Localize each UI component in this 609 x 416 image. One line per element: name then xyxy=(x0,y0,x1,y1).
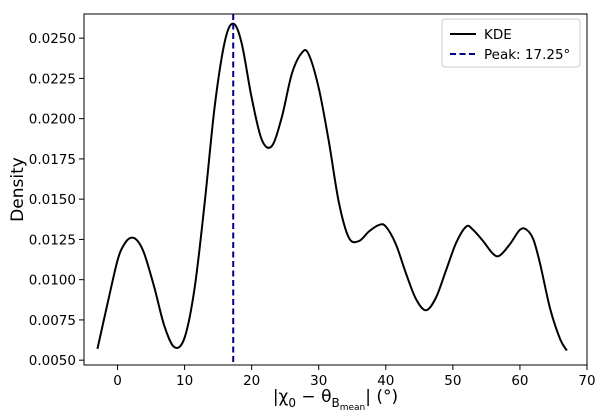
plot-area xyxy=(96,14,568,365)
legend-box xyxy=(441,18,581,68)
x-axis-label: |χ0 − θBmean| (°) xyxy=(273,387,398,411)
x-tick-label: 10 xyxy=(176,373,193,389)
y-tick-label: 0.0075 xyxy=(29,313,76,329)
y-tick-label: 0.0150 xyxy=(29,192,76,208)
y-tick-label: 0.0225 xyxy=(29,71,76,87)
y-tick-label: 0.0125 xyxy=(29,232,76,248)
y-tick-label: 0.0050 xyxy=(29,353,76,369)
x-tick-label: 60 xyxy=(511,373,528,389)
x-tick-label: 30 xyxy=(310,373,327,389)
legend: KDE Peak: 17.25° xyxy=(441,18,581,68)
x-tick-label: 70 xyxy=(578,373,595,389)
x-tick-label: 50 xyxy=(444,373,461,389)
kde-curve xyxy=(96,22,568,352)
legend-label-kde: KDE xyxy=(484,27,512,43)
x-axis: 0 10 20 30 40 50 60 70 xyxy=(113,365,596,389)
axes-frame xyxy=(83,13,588,366)
y-tick-label: 0.0100 xyxy=(29,273,76,289)
legend-label-peak: Peak: 17.25° xyxy=(484,47,570,63)
y-axis-label: Density xyxy=(8,157,28,222)
y-axis: 0.0050 0.0075 0.0100 0.0125 0.0150 0.0175 0.02… xyxy=(29,31,84,369)
x-tick-label: 0 xyxy=(113,373,122,389)
y-tick-label: 0.0200 xyxy=(29,112,76,128)
x-tick-label: 20 xyxy=(243,373,260,389)
y-tick-label: 0.0175 xyxy=(29,152,76,168)
x-tick-label: 40 xyxy=(377,373,394,389)
y-tick-label: 0.0250 xyxy=(29,31,76,47)
